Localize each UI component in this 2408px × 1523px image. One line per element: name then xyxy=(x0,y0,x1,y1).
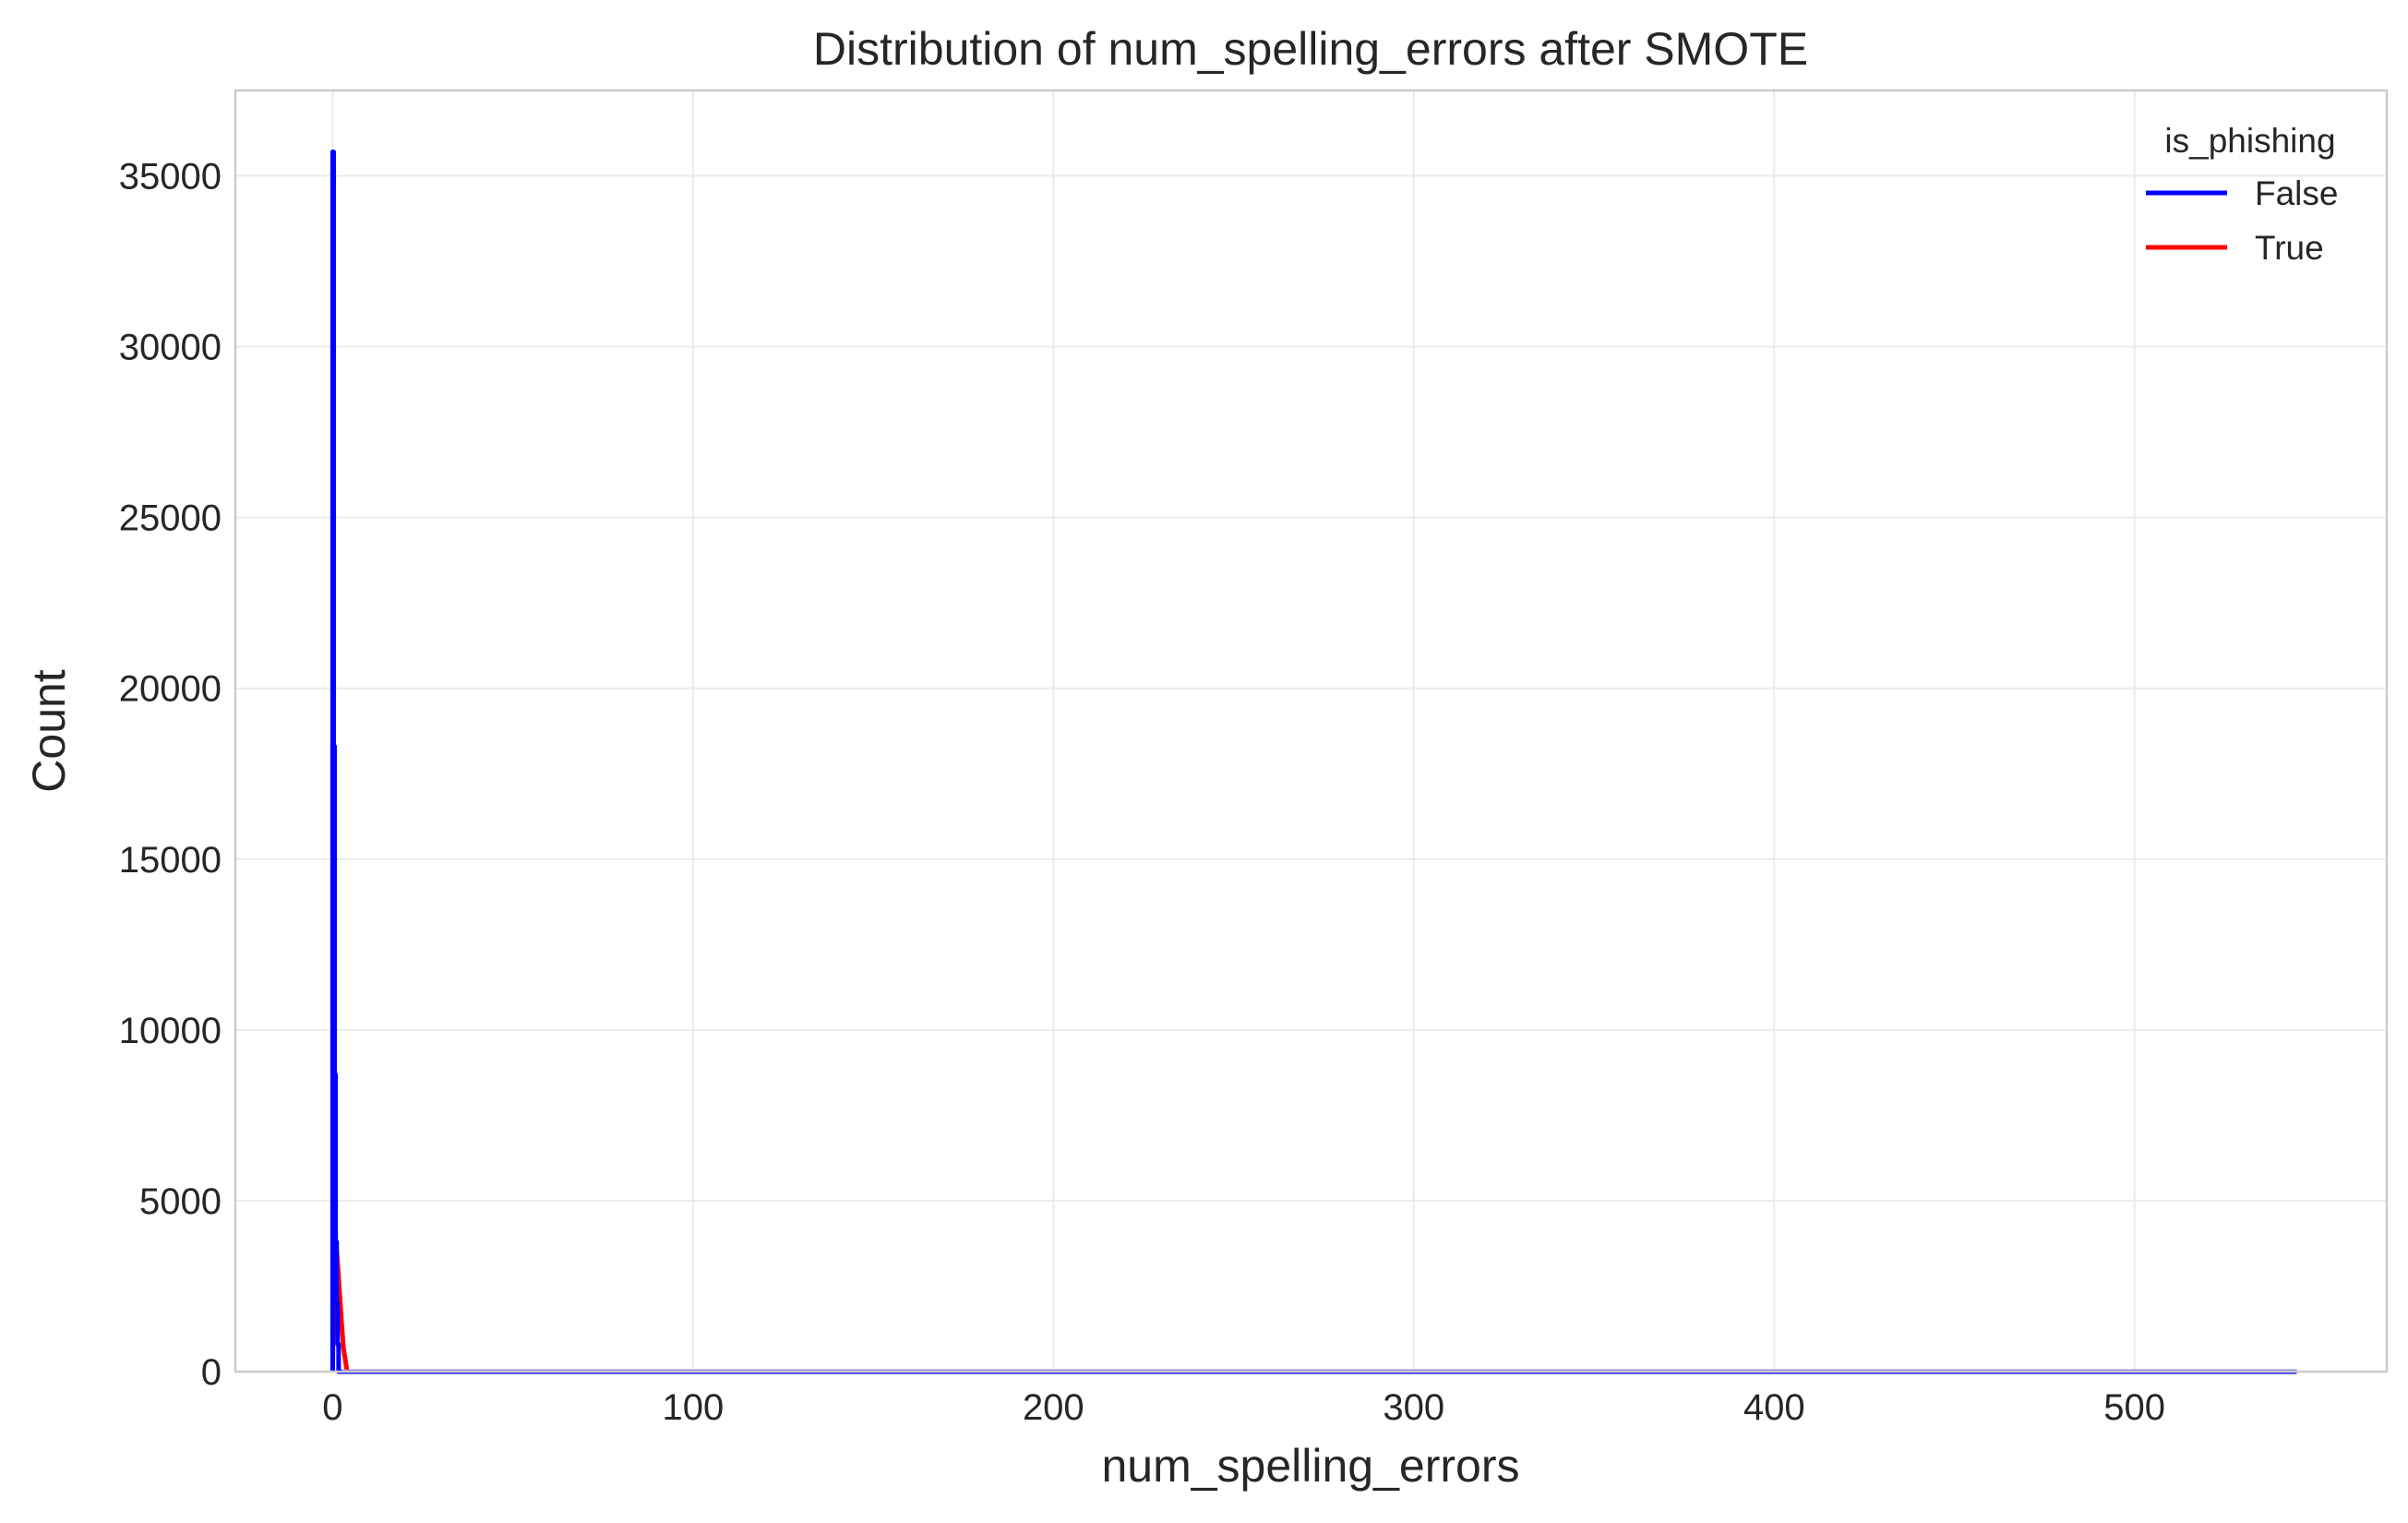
y-tick-label: 25000 xyxy=(119,498,222,539)
chart-title: Distribution of num_spelling_errors afte… xyxy=(813,23,1808,75)
y-tick-labels: 0 5000 10000 15000 20000 25000 30000 35000 xyxy=(119,157,222,1393)
legend-title: is_phishing xyxy=(2164,122,2335,160)
y-tick-label: 20000 xyxy=(119,669,222,710)
legend-label-false: False xyxy=(2255,174,2338,212)
x-tick-label: 300 xyxy=(1383,1387,1444,1428)
legend: is_phishing False True xyxy=(2146,122,2338,267)
x-tick-labels: 0 100 200 300 400 500 xyxy=(322,1387,2165,1428)
x-tick-label: 200 xyxy=(1023,1387,1084,1428)
legend-label-true: True xyxy=(2255,229,2324,267)
x-tick-label: 500 xyxy=(2103,1387,2165,1428)
x-tick-label: 100 xyxy=(662,1387,724,1428)
y-tick-label: 35000 xyxy=(119,157,222,198)
x-tick-label: 0 xyxy=(322,1387,342,1428)
y-tick-label: 10000 xyxy=(119,1011,222,1051)
x-tick-label: 400 xyxy=(1743,1387,1805,1428)
plot-background xyxy=(235,90,2387,1372)
y-tick-label: 30000 xyxy=(119,328,222,368)
plot-frame xyxy=(234,89,2389,1373)
y-axis-label: Count xyxy=(23,669,75,793)
x-axis-label: num_spelling_errors xyxy=(1101,1440,1519,1492)
y-tick-label: 0 xyxy=(201,1352,222,1393)
y-tick-label: 5000 xyxy=(139,1181,222,1222)
grid-lines xyxy=(235,90,2387,1373)
y-tick-label: 15000 xyxy=(119,840,222,881)
